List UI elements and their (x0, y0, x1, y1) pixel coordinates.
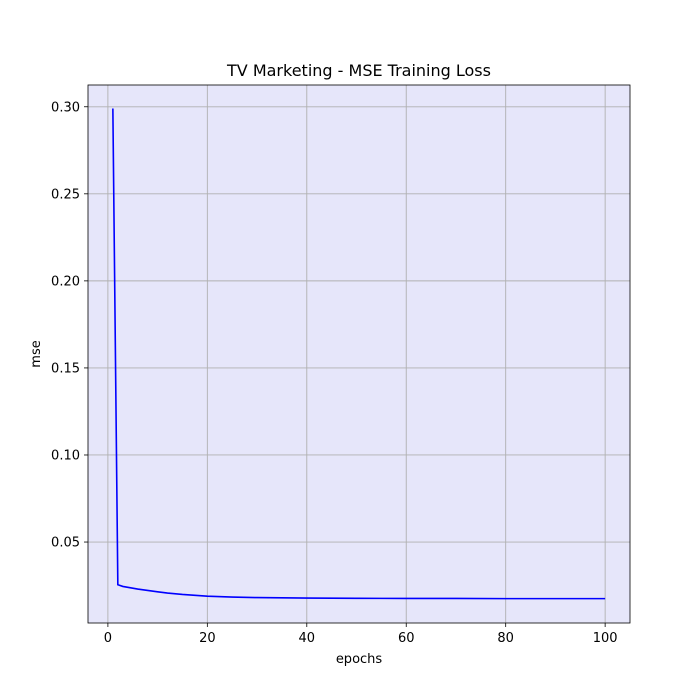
y-tick-label: 0.25 (51, 187, 80, 202)
x-axis-ticks: 0 20 40 60 80 100 (104, 623, 618, 646)
x-tick-label: 0 (104, 631, 112, 646)
plot-area (88, 85, 630, 623)
x-tick-label: 100 (593, 631, 618, 646)
y-tick-label: 0.20 (51, 274, 80, 289)
x-grid (107, 85, 606, 623)
x-tick-label: 20 (199, 631, 216, 646)
y-axis-label: mse (29, 340, 44, 367)
plot-frame (87, 84, 631, 624)
y-axis-ticks: 0.05 0.10 0.15 0.20 0.25 0.30 (51, 100, 88, 551)
loss-line (112, 108, 606, 600)
y-grid (88, 106, 630, 543)
chart-title: TV Marketing - MSE Training Loss (226, 61, 491, 80)
x-tick-label: 80 (497, 631, 514, 646)
y-tick-label: 0.05 (51, 536, 80, 551)
y-tick-label: 0.30 (51, 100, 80, 115)
x-axis-label: epochs (336, 652, 383, 667)
y-tick-label: 0.10 (51, 448, 80, 463)
x-tick-label: 60 (398, 631, 415, 646)
x-tick-label: 40 (299, 631, 316, 646)
y-tick-label: 0.15 (51, 361, 80, 376)
